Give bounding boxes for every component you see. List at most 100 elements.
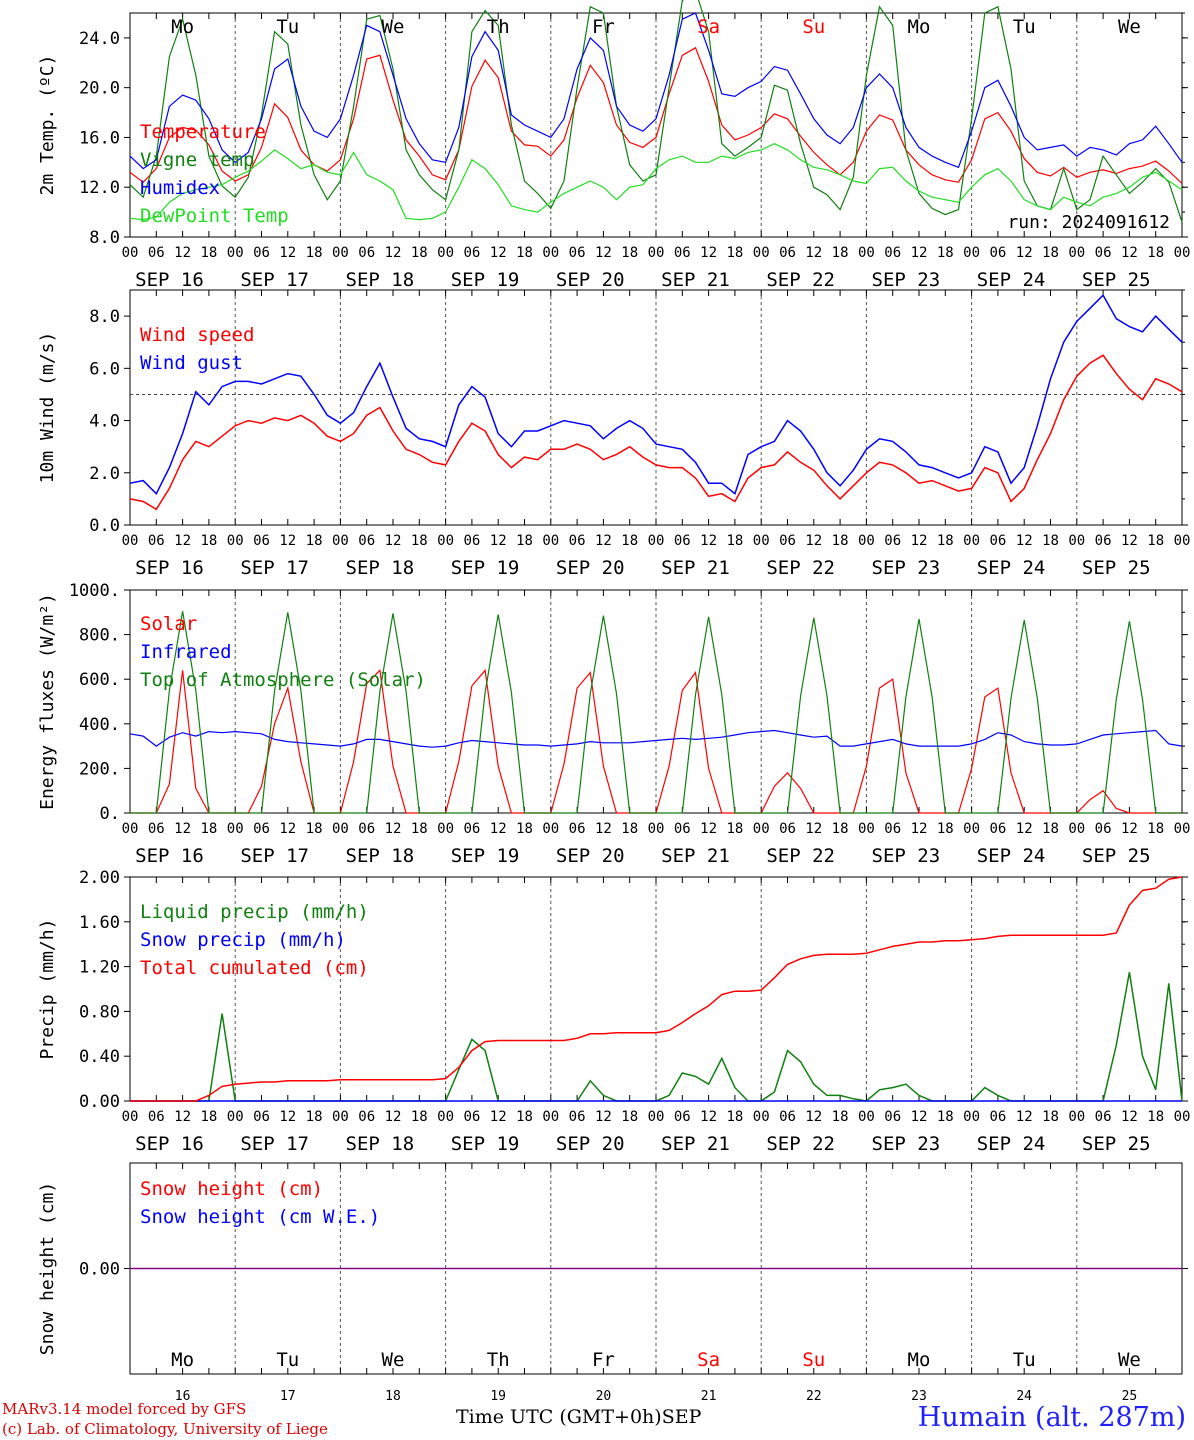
date-label: SEP 24: [977, 557, 1046, 579]
y-tick-label: 0.80: [79, 1002, 120, 1022]
y-tick-label: 1.20: [79, 958, 120, 978]
date-label: SEP 23: [872, 845, 941, 867]
date-label: SEP 18: [346, 845, 415, 867]
day-name: Mo: [171, 1349, 194, 1371]
date-label: SEP 23: [872, 269, 941, 291]
hour-tick-label: 00: [227, 245, 244, 261]
y-axis-label: 10m Wind (m/s): [37, 332, 58, 484]
date-label: SEP 19: [451, 269, 520, 291]
date-label: SEP 17: [240, 269, 309, 291]
hour-tick-label: 06: [779, 245, 796, 261]
legend-entry: Snow height (cm W.E.): [140, 1206, 380, 1228]
panel-1: 8.0 12.0 16.0 20.0 24.0 2m Temp. (ºC) Temperat…: [37, 0, 1190, 291]
hour-tick-label: 00: [753, 1109, 770, 1125]
day-number: 19: [490, 1389, 506, 1404]
y-axis-label: Energy fluxes (W/m²): [37, 593, 58, 810]
legend-entry: DewPoint Temp: [140, 205, 289, 227]
hour-tick-label: 00: [648, 821, 665, 837]
hour-tick-label: 00: [963, 245, 980, 261]
hour-tick-label: 06: [253, 1109, 270, 1125]
hour-tick-label: 00: [648, 1109, 665, 1125]
day-name: Tu: [1013, 16, 1036, 38]
hour-tick-label: 12: [805, 533, 822, 549]
hour-tick-label: 12: [595, 1109, 612, 1125]
hour-tick-label: 18: [516, 533, 533, 549]
series-line: [129, 729, 1183, 748]
hour-tick-label: 06: [884, 533, 901, 549]
date-label: SEP 16: [135, 557, 204, 579]
series-line: [130, 876, 1183, 1102]
date-label: SEP 25: [1082, 845, 1151, 867]
hour-tick-label: 00: [1174, 245, 1191, 261]
legend-entry: Wind speed: [140, 324, 254, 346]
hour-tick-label: 12: [911, 533, 928, 549]
hour-tick-label: 12: [911, 821, 928, 837]
hour-tick-label: 00: [1174, 1109, 1191, 1125]
hour-tick-label: 00: [963, 533, 980, 549]
legend-entry: Solar: [140, 613, 197, 635]
day-name: Su: [802, 16, 825, 38]
date-label: SEP 23: [872, 1133, 941, 1155]
date-label: SEP 18: [346, 269, 415, 291]
y-tick-label: 0.: [100, 804, 120, 824]
hour-tick-label: 00: [858, 245, 875, 261]
hour-tick-label: 12: [595, 821, 612, 837]
date-label: SEP 24: [977, 845, 1046, 867]
y-tick-label: 0.40: [79, 1047, 120, 1067]
hour-tick-label: 12: [911, 1109, 928, 1125]
hour-tick-label: 12: [700, 821, 717, 837]
hour-tick-label: 00: [332, 1109, 349, 1125]
series-line: [130, 611, 1182, 814]
hour-tick-label: 12: [700, 1109, 717, 1125]
hour-tick-label: 06: [1095, 245, 1112, 261]
hour-tick-label: 18: [516, 821, 533, 837]
hour-tick-label: 00: [227, 821, 244, 837]
hour-tick-label: 18: [1147, 821, 1164, 837]
hour-tick-label: 06: [253, 245, 270, 261]
hour-tick-label: 00: [227, 1109, 244, 1125]
hour-tick-label: 18: [306, 821, 323, 837]
lab-credit: (c) Lab. of Climatology, University of L…: [2, 1420, 328, 1438]
time-axis-text: Time UTC (GMT+0h): [456, 1406, 662, 1428]
y-tick-label: 400.: [79, 715, 120, 735]
date-label: SEP 21: [661, 269, 730, 291]
hour-tick-label: 06: [358, 821, 375, 837]
hour-tick-label: 06: [1095, 1109, 1112, 1125]
day-number: 22: [806, 1389, 822, 1404]
hour-tick-label: 18: [832, 1109, 849, 1125]
hour-tick-label: 18: [937, 821, 954, 837]
series-line: [129, 143, 1183, 221]
panel-5: 0.00 Snow height (cm) Snow height (cm) Snow…: [37, 1162, 1188, 1404]
hour-tick-label: 12: [805, 821, 822, 837]
hour-tick-label: 00: [437, 245, 454, 261]
hour-tick-label: 06: [358, 533, 375, 549]
y-tick-label: 1.60: [79, 913, 120, 933]
hour-tick-label: 18: [411, 245, 428, 261]
hour-tick-label: 18: [200, 533, 217, 549]
date-label: SEP 20: [556, 269, 625, 291]
day-name: Fr: [592, 16, 615, 38]
hour-tick-label: 06: [989, 1109, 1006, 1125]
hour-tick-label: 12: [385, 821, 402, 837]
hour-tick-label: 18: [1042, 533, 1059, 549]
date-label: SEP 23: [872, 557, 941, 579]
date-label: SEP 20: [556, 1133, 625, 1155]
hour-tick-label: 18: [621, 821, 638, 837]
hour-tick-label: 12: [174, 821, 191, 837]
hour-tick-label: 06: [674, 245, 691, 261]
hour-tick-label: 06: [569, 533, 586, 549]
hour-tick-label: 18: [411, 1109, 428, 1125]
hour-tick-label: 00: [122, 821, 139, 837]
hour-tick-label: 06: [674, 821, 691, 837]
day-name: Tu: [1013, 1349, 1036, 1371]
day-number: 24: [1016, 1389, 1032, 1404]
hour-tick-label: 12: [1121, 533, 1138, 549]
hour-tick-label: 00: [332, 821, 349, 837]
hour-tick-label: 18: [1147, 245, 1164, 261]
series-line: [129, 12, 1183, 170]
date-label: SEP 20: [556, 557, 625, 579]
y-tick-label: 4.0: [89, 412, 120, 432]
legend-entry: Liquid precip (mm/h): [140, 901, 369, 923]
hour-tick-label: 18: [937, 533, 954, 549]
series-line: [129, 46, 1183, 184]
